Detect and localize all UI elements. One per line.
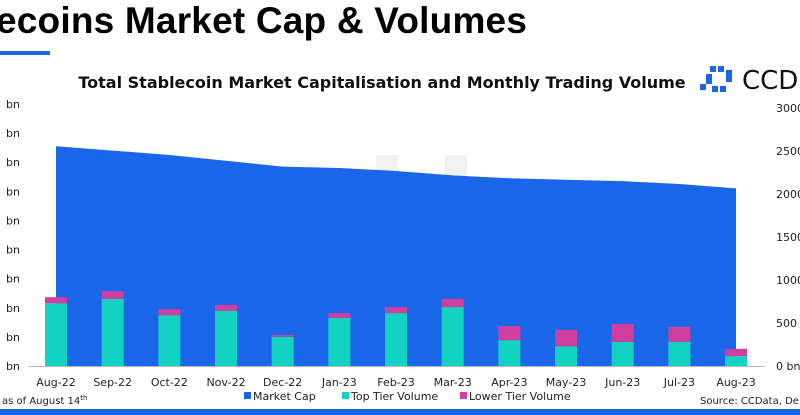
legend-label: Lower Tier Volume [469, 390, 571, 403]
top-tier-volume-bar [498, 340, 521, 366]
right-tick-label: 0 bn [776, 360, 800, 373]
legend-swatch [342, 392, 349, 399]
footnote: as of August 14th [2, 394, 87, 407]
left-tick-label: bn [6, 98, 20, 111]
lower-tier-volume-bar [45, 297, 67, 304]
left-tick-label: bn [6, 214, 20, 227]
left-tick-label: bn [6, 156, 20, 169]
right-tick-label: 1500 [776, 231, 800, 244]
x-tick-label: Feb-23 [377, 376, 414, 389]
x-tick-label: Jun-23 [604, 376, 640, 389]
lower-tier-volume-bar [328, 313, 351, 318]
top-tier-volume-bar [158, 315, 181, 366]
chart-title: Total Stablecoin Market Capitalisation a… [78, 73, 685, 92]
top-tier-volume-bar [725, 356, 748, 366]
top-tier-volume-bar [441, 307, 464, 366]
top-tier-volume-bar [101, 298, 124, 366]
left-tick-label: bn [6, 185, 20, 198]
top-tier-volume-bar [215, 310, 238, 366]
left-tick-label: bn [6, 331, 20, 344]
source-note: Source: CCData, De [700, 396, 799, 407]
top-tier-volume-bar [271, 336, 294, 366]
logo-text: CCD [742, 66, 798, 96]
right-tick-label: 2500 [776, 145, 800, 158]
lower-tier-volume-bar [555, 329, 578, 347]
x-tick-label: Apr-23 [491, 376, 527, 389]
lower-tier-volume-bar [668, 326, 691, 342]
x-tick-label: Mar-23 [434, 376, 472, 389]
x-tick-label: Nov-22 [206, 376, 245, 389]
left-tick-label: bn [6, 273, 20, 286]
legend-swatch [460, 392, 467, 399]
legend-label: Market Cap [253, 390, 316, 403]
lower-tier-volume-bar [611, 323, 634, 342]
left-tick-label: bn [6, 360, 20, 373]
x-tick-label: May-23 [546, 376, 587, 389]
chart-legend: Market Cap Top Tier Volume Lower Tier Volu… [244, 390, 571, 403]
x-tick-label: Aug-23 [716, 376, 755, 389]
right-tick-label: 500 [776, 317, 797, 330]
lower-tier-volume-bar [385, 307, 408, 314]
page-heading: ecoins Market Cap & Volumes [0, 0, 528, 41]
lower-tier-volume-bar [441, 298, 464, 308]
right-tick-label: 3000 [776, 102, 800, 115]
lower-tier-volume-bar [101, 291, 124, 299]
right-tick-label: 2000 [776, 188, 800, 201]
ccdata-logo: CCD [700, 66, 798, 96]
left-tick-label: bn [6, 127, 20, 140]
right-tick-label: 1000 [776, 274, 800, 287]
top-tier-volume-bar [45, 303, 67, 366]
heading-accent-bar [0, 51, 50, 55]
top-tier-volume-bar [555, 346, 578, 366]
footer-accent-bar [0, 409, 800, 415]
top-tier-volume-bar [385, 313, 408, 366]
legend-swatch [244, 392, 251, 399]
x-tick-label: Sep-22 [93, 376, 132, 389]
x-tick-label: Jul-23 [663, 376, 695, 389]
lower-tier-volume-bar [498, 326, 521, 341]
top-tier-volume-bar [328, 317, 351, 366]
legend-label: Top Tier Volume [350, 390, 438, 403]
lower-tier-volume-bar [725, 348, 748, 357]
ccdata-logo-icon [700, 66, 732, 92]
left-tick-label: bn [6, 302, 20, 315]
x-tick-label: Jan-23 [321, 376, 357, 389]
lower-tier-volume-bar [158, 309, 181, 316]
x-tick-label: Dec-22 [263, 376, 302, 389]
x-tick-label: Aug-22 [36, 376, 75, 389]
lower-tier-volume-bar [215, 304, 238, 311]
lower-tier-volume-bar [271, 335, 294, 337]
left-tick-label: bn [6, 244, 20, 257]
top-tier-volume-bar [611, 341, 634, 366]
top-tier-volume-bar [668, 341, 691, 366]
x-tick-label: Oct-22 [151, 376, 188, 389]
